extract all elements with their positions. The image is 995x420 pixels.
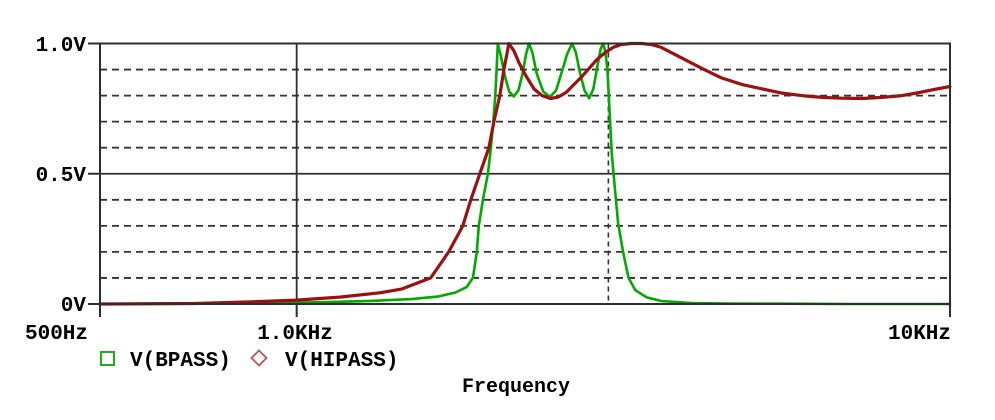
gridlines [100,43,950,304]
hipass-legend-diamond-icon [250,349,268,367]
x-axis: 500Hz 1.0KHz 10KHz [25,323,951,346]
y-tick-label-0p5v: 0.5V [36,165,87,188]
legend-hipass-label: V(HIPASS) [285,350,398,373]
legend-bpass-label: V(BPASS) [130,350,231,373]
y-tick-label-1v: 1.0V [36,35,87,58]
bpass-curve [98,42,952,306]
y-tick-label-0v: 0V [61,295,87,318]
plot-frame [88,42,951,317]
hipass-curve [98,41,952,306]
y-axis: 1.0V 0.5V 0V [36,35,87,318]
bpass-legend-square-icon [100,351,115,366]
x-axis-title: Frequency [462,376,570,399]
x-tick-label-500hz: 500Hz [25,323,88,346]
x-tick-label-1khz: 1.0KHz [257,323,333,346]
x-tick-label-10khz: 10KHz [888,323,951,346]
legend: V(BPASS) V(HIPASS) [100,349,398,373]
